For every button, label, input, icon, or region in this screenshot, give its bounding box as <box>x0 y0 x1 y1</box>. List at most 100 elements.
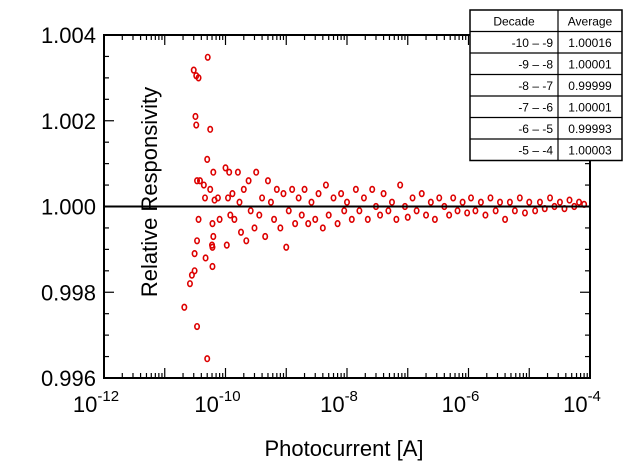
table-average-cell: 1.00003 <box>568 143 612 157</box>
data-point <box>385 207 392 215</box>
x-tick-label: 10-4 <box>563 388 601 417</box>
data-point <box>229 190 236 198</box>
table-header: Decade <box>493 14 535 28</box>
data-point <box>556 198 563 206</box>
data-point <box>186 280 193 288</box>
x-tick-exponent: -6 <box>466 388 479 405</box>
data-point <box>427 198 434 206</box>
data-point <box>431 215 438 223</box>
data-point <box>388 198 395 206</box>
data-point <box>506 198 513 206</box>
data-point <box>334 220 341 228</box>
y-tick-label: 1.002 <box>41 109 96 134</box>
data-point <box>418 190 425 198</box>
data-point <box>454 207 461 215</box>
data-point <box>273 185 280 193</box>
data-point <box>356 207 363 215</box>
data-point <box>223 241 230 249</box>
table-decade-cell: -7 – -6 <box>518 100 553 114</box>
data-point <box>369 185 376 193</box>
data-point <box>226 168 233 176</box>
x-tick-base: 10 <box>73 392 97 417</box>
data-point <box>298 211 305 219</box>
data-point <box>264 177 271 185</box>
data-point <box>204 355 211 363</box>
data-point <box>209 262 216 271</box>
table-frame <box>469 9 623 162</box>
data-point <box>492 207 499 215</box>
data-point <box>181 303 188 311</box>
data-point <box>511 207 518 215</box>
table-average-cell: 1.00016 <box>568 36 612 50</box>
data-point <box>245 177 252 185</box>
data-point <box>338 190 345 198</box>
data-point <box>209 220 216 228</box>
data-point <box>322 181 329 189</box>
data-point <box>251 224 258 232</box>
table-average-cell: 0.99993 <box>568 122 612 136</box>
data-point <box>289 185 296 193</box>
data-point <box>325 211 332 219</box>
data-point <box>308 198 315 206</box>
data-point <box>295 194 302 202</box>
data-point <box>397 181 404 189</box>
x-tick-label: 10-10 <box>194 388 240 417</box>
table-decade-cell: -8 – -7 <box>518 79 553 93</box>
x-tick-base: 10 <box>320 392 344 417</box>
data-point <box>393 215 400 223</box>
data-point <box>423 211 430 219</box>
data-point <box>238 228 245 236</box>
data-point <box>195 215 202 223</box>
data-point <box>200 181 207 189</box>
data-point <box>195 74 202 82</box>
data-point <box>409 194 416 202</box>
data-point <box>487 194 494 202</box>
data-point <box>502 215 509 223</box>
data-point <box>315 190 322 198</box>
data-point <box>341 207 348 215</box>
data-point <box>404 213 411 221</box>
table-average-cell: 1.00001 <box>568 57 612 71</box>
data-point <box>207 125 214 133</box>
x-axis-title: Photocurrent [A] <box>265 436 424 461</box>
x-tick-label: 10-12 <box>73 388 119 417</box>
data-point <box>459 198 466 206</box>
table-decade-cell: -6 – -5 <box>518 122 553 136</box>
data-point <box>305 220 312 228</box>
data-point <box>472 207 479 215</box>
data-point <box>225 194 232 202</box>
data-point <box>280 190 287 198</box>
x-tick-label: 10-6 <box>442 388 480 417</box>
y-tick-label: 1.004 <box>41 23 96 48</box>
data-point <box>536 198 543 206</box>
data-point <box>343 198 350 206</box>
data-point <box>413 207 420 215</box>
x-tick-exponent: -10 <box>219 388 241 405</box>
decade-average-table: Decade Average -10 – -9 1.00016 -9 – -8 1.000… <box>469 9 623 162</box>
data-point <box>194 237 201 245</box>
data-point <box>193 121 200 129</box>
x-tick-base: 10 <box>442 392 466 417</box>
data-point <box>516 194 523 202</box>
data-point <box>243 237 250 245</box>
table-average-cell: 1.00001 <box>568 100 612 114</box>
x-tick-exponent: -8 <box>345 388 358 405</box>
table-decade-cell: -5 – -4 <box>518 143 553 157</box>
data-point <box>191 250 198 258</box>
data-point <box>352 185 359 193</box>
x-tick-base: 10 <box>563 392 587 417</box>
data-point <box>253 168 260 176</box>
table-decade-cell: -10 – -9 <box>512 36 554 50</box>
data-point <box>214 194 221 202</box>
data-point <box>256 211 263 219</box>
y-tick-label: 0.996 <box>41 366 96 391</box>
data-point <box>348 215 355 223</box>
data-point <box>532 207 539 215</box>
tick-labels: 10-12 10-10 10-8 10-6 10-40.9960.9981.0001.0… <box>41 23 601 417</box>
data-point <box>202 194 209 202</box>
table-header: Average <box>568 14 613 28</box>
data-point <box>192 112 199 121</box>
data-point <box>292 220 299 228</box>
data-point <box>496 198 503 206</box>
